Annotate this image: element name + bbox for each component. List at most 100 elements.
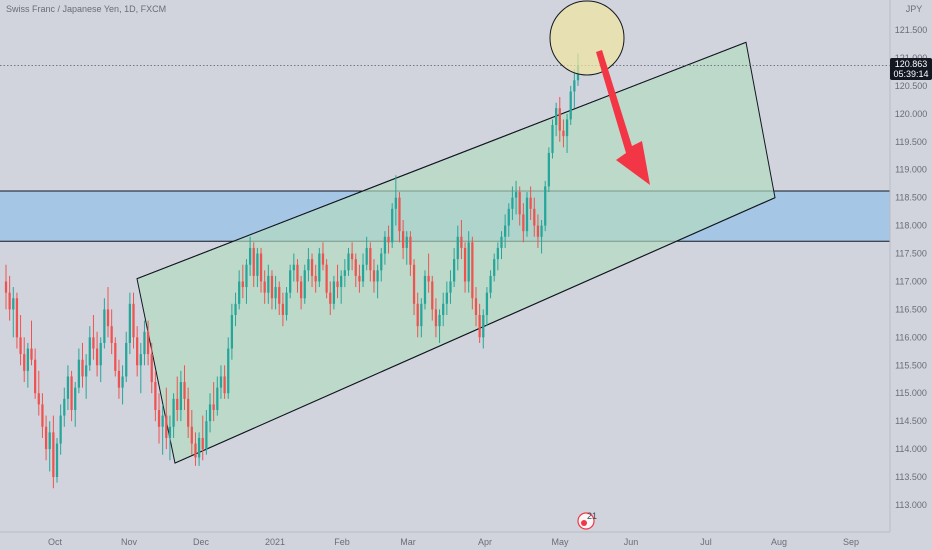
candle-body <box>350 253 354 260</box>
candle-body <box>289 270 292 293</box>
candle-body <box>285 292 288 315</box>
candle <box>533 197 536 237</box>
time-tick-label: Jul <box>700 537 712 547</box>
candle <box>223 365 226 399</box>
candle-body <box>161 415 164 427</box>
candle <box>321 242 325 271</box>
candle-body <box>434 309 438 327</box>
time-axis[interactable]: Oct Nov Dec 2021 Feb Mar Apr May Jun Jul Aug Sep <box>48 537 859 547</box>
candle <box>442 292 445 327</box>
candle <box>30 320 33 366</box>
candle <box>365 236 368 271</box>
candle <box>259 247 263 293</box>
candle <box>88 326 91 371</box>
candle-body <box>136 337 139 366</box>
candle <box>449 270 452 304</box>
candle-body <box>514 192 518 198</box>
candle <box>34 348 37 399</box>
candle <box>573 69 576 109</box>
candle-body <box>248 247 252 265</box>
candle <box>310 253 314 288</box>
time-tick-label: Aug <box>771 537 787 547</box>
candle-body <box>259 253 263 282</box>
candle-body <box>565 119 569 137</box>
time-tick-label: Nov <box>121 537 138 547</box>
price-axis[interactable]: 121.500 121.000 120.500 120.000 119.500 119.0… <box>895 25 928 510</box>
candle <box>350 242 354 271</box>
candle-body <box>125 342 128 377</box>
candle-body <box>15 298 19 338</box>
candle-body <box>179 382 183 410</box>
candle-body <box>187 398 190 427</box>
candle <box>172 393 175 438</box>
candle <box>143 320 146 366</box>
candle-body <box>332 281 336 304</box>
highlight-circle <box>549 0 625 76</box>
candle-body <box>63 398 66 416</box>
candle <box>452 247 456 288</box>
price-tick-label: 114.500 <box>895 416 927 426</box>
candle-body <box>74 387 77 410</box>
candle-body <box>496 247 499 260</box>
candle-body <box>401 231 405 248</box>
candle <box>168 415 172 461</box>
candle <box>500 231 503 260</box>
candle <box>285 287 288 321</box>
candle-body <box>336 281 339 288</box>
price-tick-label: 115.000 <box>895 388 927 398</box>
candle <box>398 192 401 243</box>
candle-body <box>230 315 234 349</box>
candle <box>445 281 448 315</box>
candle-body <box>241 281 244 288</box>
candle <box>74 382 77 427</box>
candle-body <box>55 443 59 478</box>
candle-body <box>274 287 277 299</box>
candle <box>562 119 565 148</box>
price-tick-label: 113.000 <box>895 500 927 510</box>
candle-body <box>212 404 215 410</box>
candle <box>387 225 390 254</box>
candle-body <box>555 108 558 125</box>
candle <box>194 432 197 466</box>
candle-body <box>544 186 547 226</box>
candle <box>380 247 383 282</box>
candle <box>26 342 29 388</box>
candle <box>493 253 496 282</box>
candle-body <box>405 236 408 248</box>
candle <box>354 253 357 288</box>
price-tick-label: 121.500 <box>895 25 928 35</box>
candle <box>281 292 285 327</box>
candle-body <box>314 275 317 282</box>
candle <box>146 320 150 366</box>
candle <box>489 270 492 299</box>
candle-body <box>95 348 99 366</box>
candle-body <box>110 326 113 343</box>
candle-body <box>143 331 146 355</box>
candle <box>85 354 88 399</box>
candle <box>289 264 292 299</box>
candle-body <box>183 382 186 399</box>
candle-body <box>234 303 237 315</box>
candle <box>48 421 51 472</box>
candle <box>536 214 540 248</box>
last-price-value: 120.863 <box>895 59 928 69</box>
candle-body <box>460 236 463 248</box>
candle-body <box>117 370 121 388</box>
candle <box>41 393 44 438</box>
candle <box>496 242 499 271</box>
candle-body <box>48 432 51 450</box>
candle-body <box>482 315 485 338</box>
candle <box>106 287 110 338</box>
candle-body <box>99 342 102 366</box>
candle-body <box>227 348 230 394</box>
candle <box>99 337 102 383</box>
event-marker[interactable]: 21 <box>577 511 597 530</box>
candle-body <box>205 421 208 450</box>
candle <box>278 281 281 315</box>
candle-body <box>511 197 514 209</box>
candle <box>547 147 550 193</box>
candle-body <box>219 376 223 388</box>
price-tick-label: 116.500 <box>895 304 927 314</box>
candle-body <box>522 214 525 232</box>
